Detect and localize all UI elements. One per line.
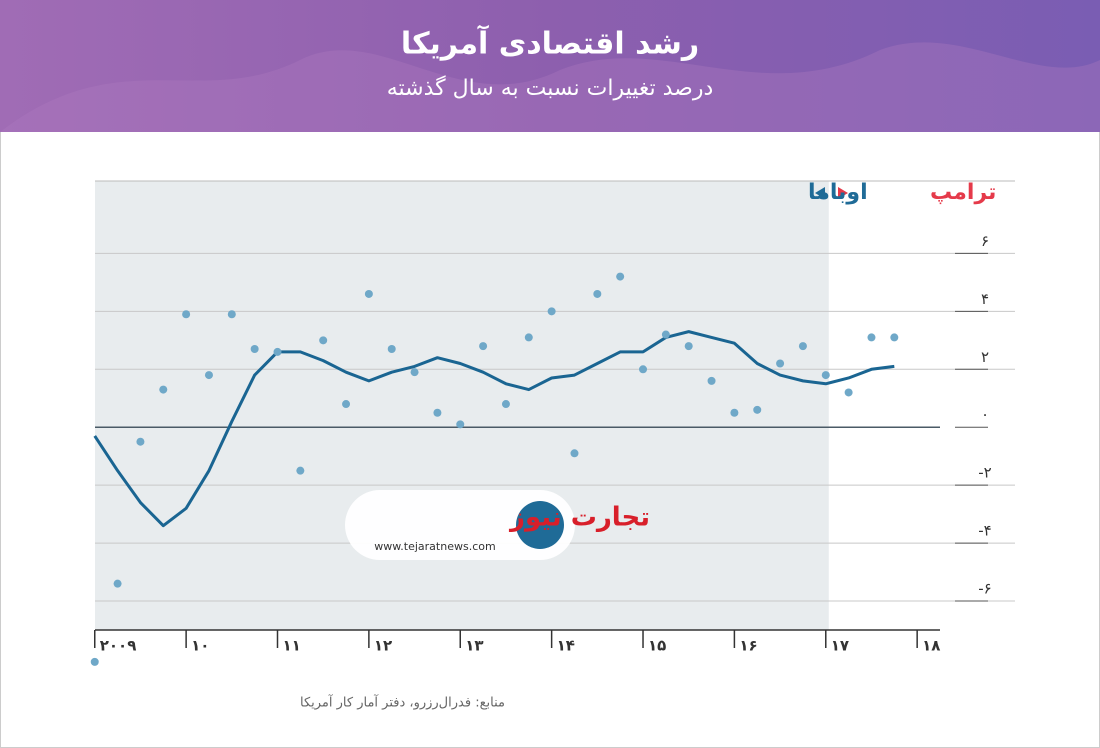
gdp-dot	[844, 388, 853, 397]
gdp-dot	[798, 342, 807, 351]
x-tick-label: ۱۱	[283, 637, 301, 655]
gdp-dot	[479, 342, 488, 351]
chart-subtitle: درصد تغییرات نسبت به سال گذشته	[387, 75, 714, 101]
watermark-name: تجارت نیوز	[508, 503, 650, 533]
gdp-dot	[753, 405, 762, 414]
x-tick-label: ۱۸	[922, 637, 940, 655]
gdp-dot	[821, 371, 830, 380]
x-tick-label: ۱۳	[465, 637, 483, 655]
header-wave	[0, 42, 1100, 132]
gdp-dot	[364, 289, 373, 298]
y-tick-label: ۰	[981, 406, 989, 424]
watermark-bg	[345, 490, 575, 560]
gdp-dot	[707, 376, 716, 385]
gdp-dot	[616, 272, 625, 281]
chart-title: رشد اقتصادی آمریکا	[401, 25, 699, 62]
gdp-dot	[159, 385, 168, 394]
gdp-dot	[730, 408, 739, 417]
x-tick-label: ۱۷	[831, 637, 849, 655]
watermark-icon	[516, 501, 564, 549]
gdp-dot	[547, 307, 556, 316]
gdp-dot	[433, 408, 442, 417]
y-tick-label: -۴	[978, 522, 991, 540]
y-tick-label: -۲	[978, 464, 991, 482]
obama-period	[95, 181, 829, 630]
legend-arrow	[838, 187, 848, 199]
gdp-dot	[204, 371, 213, 380]
y-tick-label: -۶	[978, 580, 991, 598]
gdp-dot	[90, 657, 99, 666]
gdp-dot	[182, 310, 191, 319]
gdp-dot	[684, 342, 693, 351]
gdp-dot	[776, 359, 785, 368]
y-tick-label: ۶	[981, 232, 989, 250]
gdp-dot	[410, 368, 419, 377]
legend-label: ترامپ	[930, 180, 996, 205]
x-tick-label: ۱۲	[374, 637, 392, 655]
gdp-dot	[890, 333, 899, 342]
y-tick-label: ۴	[981, 290, 989, 308]
gdp-line	[93, 330, 895, 528]
x-tick-label: ۲۰۰۹	[100, 637, 137, 655]
gdp-dot	[456, 420, 465, 429]
gdp-dot	[113, 579, 122, 588]
watermark: تجارت نیوز www.tejaratnews.com	[345, 490, 650, 560]
gdp-dot	[342, 400, 351, 409]
gdp-dot	[250, 345, 259, 354]
gdp-dot	[867, 333, 876, 342]
header	[0, 0, 1100, 132]
gdp-dot	[570, 449, 579, 458]
watermark-url: www.tejaratnews.com	[374, 540, 495, 553]
gdp-dot	[319, 336, 328, 345]
x-tick-label: ۱۴	[557, 637, 575, 655]
x-tick-label: ۱۰	[191, 637, 209, 655]
legend-arrow	[815, 187, 825, 199]
gdp-dot	[639, 365, 648, 374]
gdp-dot	[136, 437, 145, 446]
y-tick-label: ۲	[981, 348, 989, 366]
gdp-dot	[501, 400, 510, 409]
source: منابع: فدرال‌رزرو، دفتر آمار کار آمریکا	[300, 694, 505, 711]
gdp-dot	[273, 347, 282, 356]
x-tick-label: ۱۵	[648, 637, 666, 655]
gdp-dot	[593, 289, 602, 298]
gdp-dot	[661, 330, 670, 339]
gdp-dot	[387, 345, 396, 354]
x-tick-label: ۱۶	[739, 637, 757, 655]
gdp-dot	[524, 333, 533, 342]
gdp-dot	[296, 466, 305, 475]
gdp-dot	[227, 310, 236, 319]
